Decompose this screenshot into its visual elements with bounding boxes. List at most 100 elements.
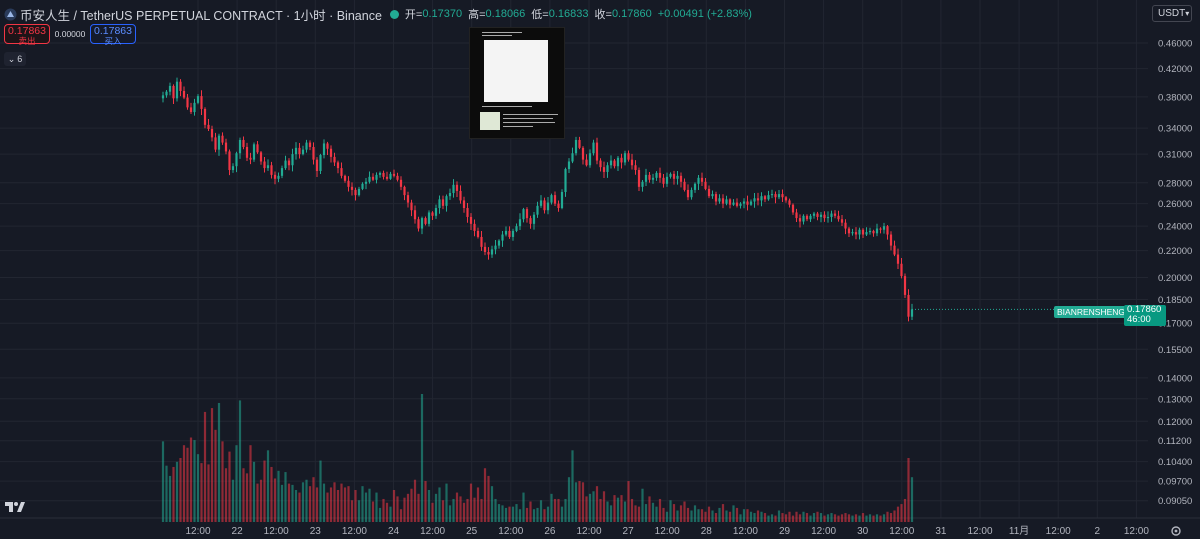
volume-bar (742, 509, 746, 522)
volume-bar (627, 481, 630, 522)
settings-gear-icon[interactable] (1170, 524, 1182, 536)
candle-body (196, 96, 200, 103)
volume-bar (245, 473, 249, 522)
candle-body (571, 153, 574, 162)
volume-bar (868, 514, 872, 522)
candle-body (424, 218, 427, 224)
tradingview-logo-icon[interactable] (5, 500, 25, 514)
close-label: 收= (594, 9, 612, 21)
currency-select[interactable]: USDT ▾ (1152, 5, 1192, 22)
candle-body (249, 157, 252, 160)
candle-body (809, 215, 812, 220)
volume-bar (252, 461, 256, 522)
volume-bar (469, 483, 473, 522)
candle-body (466, 208, 469, 217)
candle-body (417, 219, 420, 229)
candle-body (406, 195, 410, 203)
candle-body (308, 142, 312, 147)
volume-bars (161, 394, 914, 522)
volume-bar (875, 514, 879, 522)
volume-bar (235, 445, 238, 522)
candle-body (448, 193, 452, 197)
screenshot-text-line (503, 118, 553, 119)
volume-bar (375, 492, 378, 522)
volume-bar (683, 501, 686, 522)
volume-bar (385, 502, 389, 522)
candle-body (200, 96, 203, 109)
volume-bar (581, 482, 585, 522)
volume-bar (578, 481, 581, 522)
volume-bar (270, 466, 273, 522)
candle-body (567, 161, 571, 170)
volume-bar (805, 513, 809, 522)
volume-bar (186, 447, 189, 522)
volume-bar (599, 498, 602, 522)
indicators-collapse-button[interactable]: ⌄ 6 (4, 52, 26, 66)
price-tick-label: 0.13000 (1158, 394, 1192, 405)
candle-body (767, 195, 770, 200)
candle-body (343, 175, 347, 181)
volume-bar (343, 487, 347, 522)
volume-bar (319, 460, 322, 522)
volume-bar (161, 441, 165, 522)
candle-body (599, 160, 602, 168)
time-tick-label: 12:00 (342, 526, 367, 537)
candle-body (511, 230, 515, 237)
candle-body (641, 181, 644, 187)
volume-bar (354, 490, 357, 522)
volume-bar (462, 502, 466, 522)
volume-bar (630, 498, 634, 522)
candle-body (473, 223, 476, 231)
candle-body (847, 228, 851, 234)
volume-bar (231, 479, 235, 522)
time-axis[interactable]: 12:00 22 12:00 23 12:00 24 12:00 25 12:00 26 12:00… (185, 525, 1149, 537)
candle-body (228, 151, 231, 171)
symbol-legend: 币安人生 / TetherUS PERPETUAL CONTRACT · 1小时… (4, 4, 758, 24)
volume-bar (413, 479, 417, 522)
volume-bar (732, 505, 735, 522)
candle-body (354, 189, 357, 196)
candle-body (655, 172, 658, 178)
candle-body (270, 165, 273, 175)
candle-body (816, 213, 819, 217)
last-price-tag: 0.17860 46:00 (1124, 305, 1166, 326)
symbol-title[interactable]: 币安人生 / TetherUS PERPETUAL CONTRACT · 1小时… (20, 8, 382, 23)
volume-bar (455, 492, 459, 522)
volume-bar (172, 466, 175, 522)
price-axis[interactable]: 0.46000 0.42000 0.38000 0.34000 0.31000 0.280… (1158, 39, 1192, 508)
volume-bar (770, 514, 774, 522)
volume-bar (907, 458, 910, 522)
volume-bar (399, 509, 403, 522)
candle-body (711, 194, 714, 197)
candle-body (854, 232, 858, 235)
volume-bar (207, 464, 210, 522)
volume-bar (774, 515, 777, 522)
price-tick-label: 0.38000 (1158, 92, 1192, 103)
candle-body (480, 236, 483, 247)
volume-bar (357, 500, 361, 522)
candle-body (518, 219, 522, 227)
time-tick-label: 31 (935, 526, 947, 537)
price-tick-label: 0.12000 (1158, 417, 1192, 428)
volume-bar (189, 437, 193, 522)
volume-bar (543, 509, 546, 522)
volume-bar (896, 506, 900, 522)
candle-body (742, 201, 746, 204)
volume-bar (238, 400, 242, 522)
volume-bar (697, 509, 700, 522)
buy-button[interactable]: 0.17863 买入 (90, 24, 136, 46)
candle-body (441, 199, 445, 206)
volume-bar (686, 507, 690, 522)
screenshot-text-line (503, 122, 555, 123)
sell-button[interactable]: 0.17863 卖出 (4, 24, 50, 46)
volume-bar (508, 506, 511, 522)
candle-body (777, 194, 781, 198)
candle-body (550, 195, 553, 203)
candle-body (553, 195, 557, 204)
screenshot-text-line (482, 106, 532, 107)
time-tick-label: 12:00 (420, 526, 445, 537)
candle-body (564, 169, 567, 192)
candle-body (396, 175, 399, 180)
